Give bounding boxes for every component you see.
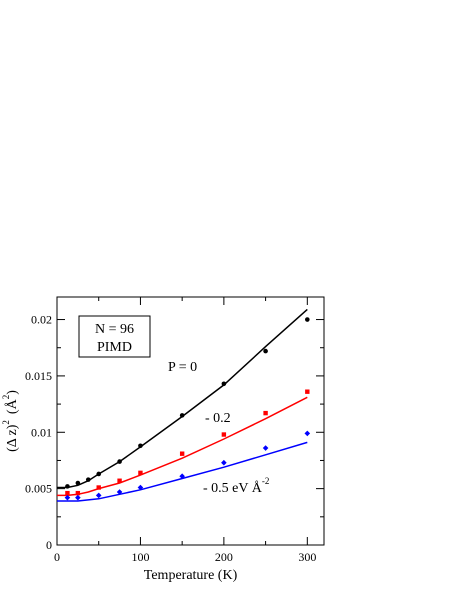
y-tick-label: 0: [46, 538, 52, 552]
fit-line-series-1: [57, 396, 308, 497]
data-points: [64, 317, 311, 501]
data-point-series-1: [138, 470, 143, 476]
data-point-series-1: [75, 490, 81, 496]
y-axis-label-unit-sup: 2: [1, 395, 11, 400]
data-point-series-1: [96, 485, 101, 490]
annotation-p0: P = 0: [168, 360, 197, 375]
y-axis-label-unit-open: (: [5, 409, 20, 414]
x-axis-label: Temperature (K): [144, 568, 238, 583]
data-point-series-0: [117, 459, 122, 464]
x-tick-label: 0: [54, 550, 60, 564]
annotation-p2-text: - 0.5 eV Å: [203, 480, 263, 496]
x-tick-label: 200: [215, 550, 233, 564]
annotation-p2: - 0.5 eV Å-2: [203, 476, 269, 496]
y-tick-label: 0.015: [25, 369, 52, 383]
data-point-series-2: [304, 430, 311, 437]
data-point-series-0: [65, 484, 70, 489]
data-point-series-0: [179, 413, 185, 418]
y-axis-label-main: (Δ z): [5, 424, 20, 452]
data-point-series-2: [137, 484, 144, 491]
data-point-series-0: [75, 480, 81, 486]
x-tick-label: 100: [131, 550, 149, 564]
data-point-series-0: [96, 471, 102, 477]
data-point-series-2: [221, 459, 227, 466]
data-point-series-2: [179, 473, 185, 480]
data-point-series-1: [179, 451, 185, 456]
y-tick-label: 0.01: [31, 425, 52, 439]
x-tick-label: 300: [298, 550, 316, 564]
annotation-p2-sup: -2: [262, 476, 270, 486]
data-point-series-0: [221, 381, 227, 387]
legend-line-system: N = 96: [95, 322, 134, 337]
data-point-series-2: [95, 492, 102, 499]
y-tick-label: 0.005: [25, 482, 52, 496]
data-point-series-1: [263, 410, 268, 416]
data-point-series-2: [116, 489, 123, 495]
data-point-series-0: [263, 348, 268, 354]
y-axis-label-unit-close: ): [5, 390, 20, 395]
data-point-series-2: [262, 445, 269, 451]
data-point-series-1: [305, 389, 310, 394]
legend-box: [78, 315, 151, 358]
y-axis-label-unit: Å: [4, 398, 20, 409]
data-point-series-2: [75, 494, 81, 501]
data-point-series-1: [117, 478, 122, 483]
annotation-p1: - 0.2: [205, 411, 231, 426]
data-point-series-1: [65, 490, 70, 496]
y-axis-label-sup: 2: [1, 420, 11, 425]
y-axis-label: (Δ z)2(Å2): [1, 390, 20, 452]
y-tick-label: 0.02: [31, 313, 52, 327]
data-point-series-0: [85, 477, 91, 482]
data-point-series-1: [221, 432, 227, 437]
plot-frame: [56, 296, 325, 546]
legend-line-method: PIMD: [97, 340, 132, 355]
axis-ticks: 0 100 200 300 0 0.005 0.01 0.015 0.02: [25, 297, 324, 564]
fit-line-series-2: [57, 441, 308, 502]
data-point-series-0: [138, 443, 143, 449]
data-point-series-0: [305, 317, 310, 322]
data-point-series-2: [64, 494, 71, 501]
